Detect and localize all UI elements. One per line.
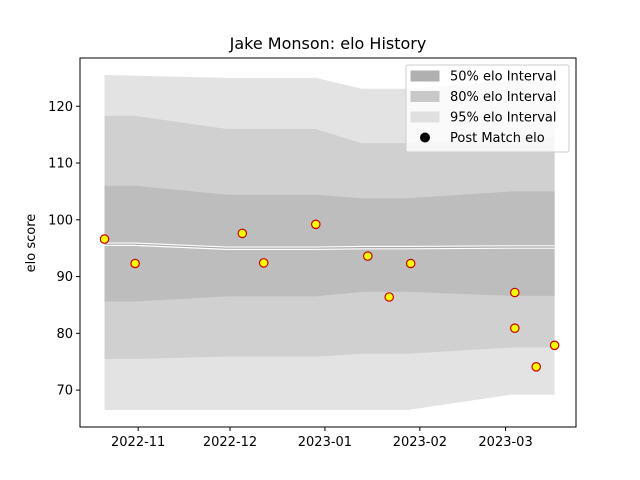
data-point — [509, 287, 520, 298]
data-point — [384, 292, 394, 302]
y-tick-label: 110 — [48, 157, 73, 172]
data-point — [99, 234, 110, 244]
legend-box — [405, 64, 570, 153]
data-point — [549, 340, 560, 351]
plot-area: 70 80 90 100 110 120 2022-11 2022-12 2023-01 2023… — [48, 57, 577, 450]
data-point — [509, 323, 520, 333]
legend-label: 50% elo Interval — [450, 70, 557, 85]
chart-title: Jake Monson: elo History — [229, 34, 427, 53]
legend-marker — [420, 132, 430, 143]
x-tick-label: 2023-03 — [478, 435, 532, 450]
mean-line — [104, 243, 555, 249]
data-point — [531, 361, 541, 372]
legend-swatch — [410, 91, 440, 102]
data-point — [258, 258, 269, 268]
y-tick-label: 100 — [48, 213, 73, 228]
legend-label: 80% elo Interval — [450, 90, 557, 105]
data-point — [405, 258, 416, 269]
y-tick-label: 120 — [48, 100, 73, 115]
legend-swatch — [410, 111, 440, 123]
y-tick-label: 90 — [56, 270, 73, 285]
y-tick-label: 80 — [56, 327, 73, 342]
legend-swatch — [410, 70, 440, 82]
y-axis-label: elo score — [24, 214, 39, 273]
x-tick-label: 2023-01 — [298, 435, 352, 450]
y-tick-label: 70 — [56, 384, 73, 399]
axes-frame — [79, 57, 577, 428]
data-point — [237, 228, 248, 239]
data-point — [362, 251, 373, 261]
data-point — [310, 219, 321, 230]
legend-label: 95% elo Interval — [450, 111, 557, 126]
legend-label: Post Match elo — [450, 131, 545, 146]
data-point — [130, 258, 140, 269]
x-tick-label: 2022-11 — [111, 435, 165, 450]
confidence-band-3 — [104, 185, 555, 302]
x-tick-label: 2022-12 — [203, 435, 257, 450]
x-tick-label: 2023-02 — [393, 435, 447, 450]
legend: 50% elo Interval 80% elo Interval 95% elo … — [405, 64, 570, 153]
